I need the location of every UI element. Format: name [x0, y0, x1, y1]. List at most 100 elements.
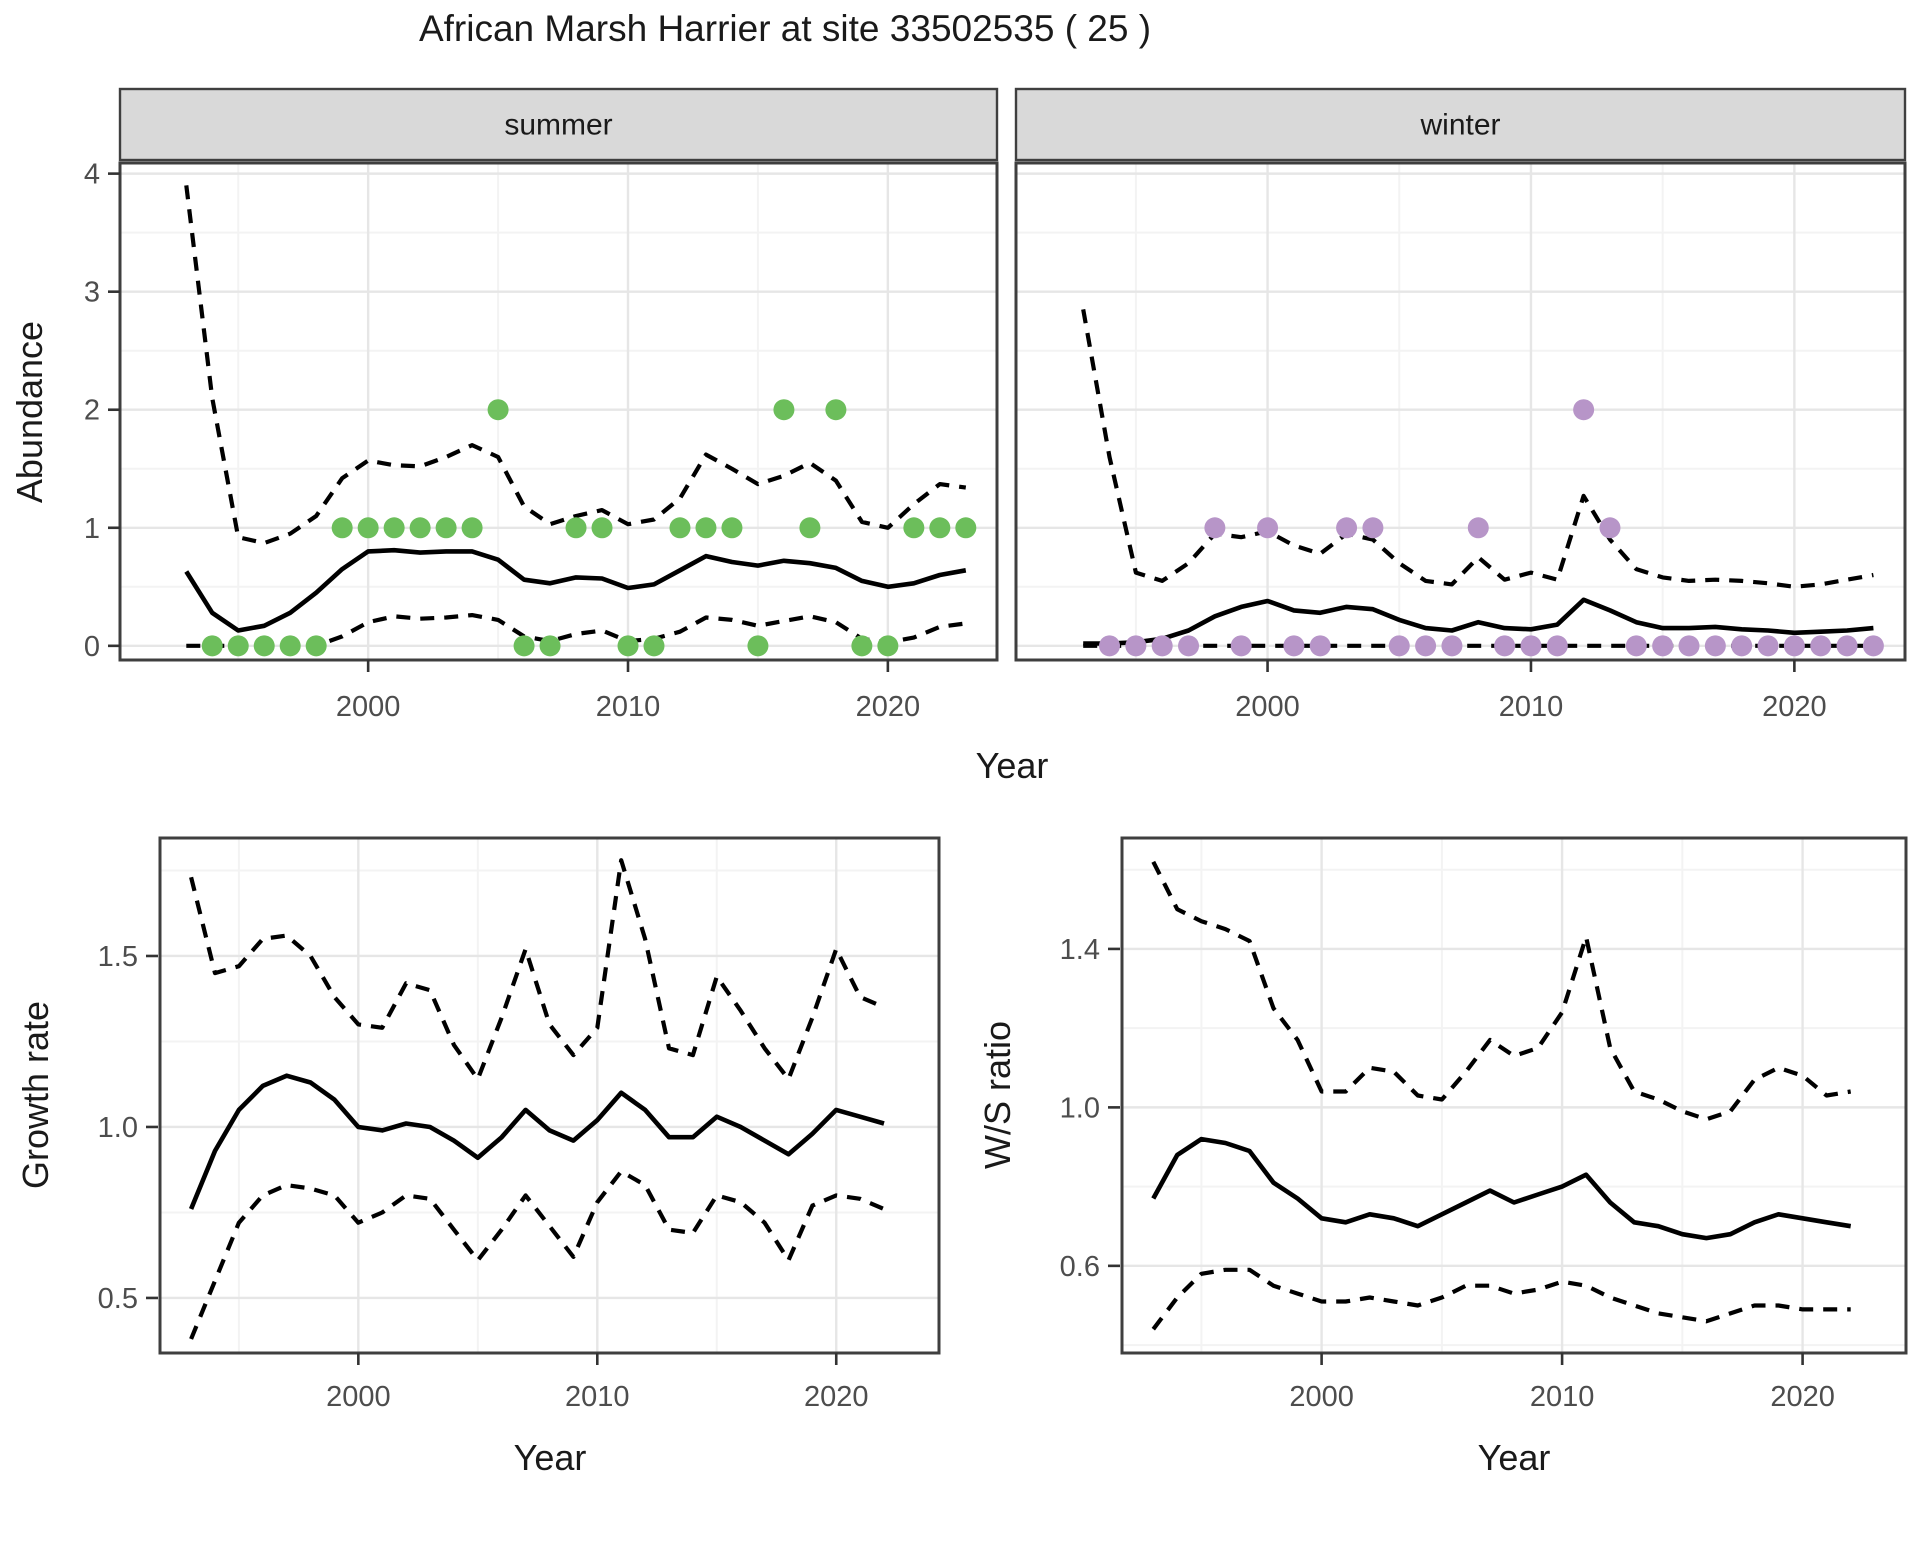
- x-axis-title-abundance: Year: [976, 745, 1049, 786]
- observation-point: [1573, 399, 1595, 421]
- observation-point: [435, 517, 457, 539]
- panel-ws-ratio: 2000 2010 2020 0.6 1.0 1.4: [1060, 836, 1908, 1413]
- observation-point: [1783, 635, 1805, 657]
- upper-ci-line: [184, 185, 967, 546]
- observation-point: [1204, 517, 1226, 539]
- observation-point: [1441, 635, 1463, 657]
- observation-point: [1467, 517, 1489, 539]
- observation-point: [253, 635, 275, 657]
- observation-point: [721, 517, 743, 539]
- facet-strip-label: winter: [1419, 109, 1500, 142]
- observation-point: [1230, 635, 1252, 657]
- upper-ci-line: [189, 858, 885, 1082]
- y-axis-title-ws-ratio: W/S ratio: [977, 1021, 1018, 1169]
- observation-point: [1757, 635, 1779, 657]
- y-axis-title-abundance: Abundance: [9, 321, 50, 503]
- observation-point: [1257, 517, 1279, 539]
- observation-point: [903, 517, 925, 539]
- lower-ci-line: [189, 1169, 885, 1340]
- observation-point: [1625, 635, 1647, 657]
- observation-point: [643, 635, 665, 657]
- x-tick-label: 2010: [596, 691, 661, 723]
- plot-title: African Marsh Harrier at site 33502535 (…: [418, 8, 1152, 49]
- x-axis-title-ws-ratio: Year: [1478, 1437, 1551, 1478]
- observation-point: [1599, 517, 1621, 539]
- observation-point: [799, 517, 821, 539]
- observation-point: [279, 635, 301, 657]
- observation-point: [1125, 635, 1147, 657]
- x-tick-label: 2020: [1770, 1381, 1835, 1413]
- mean-line: [184, 547, 967, 633]
- observation-point: [747, 635, 769, 657]
- observation-point: [1415, 635, 1437, 657]
- y-tick-label: 1.0: [1060, 1092, 1100, 1124]
- facet-strip: [1014, 87, 1907, 162]
- observation-point: [1836, 635, 1858, 657]
- observation-point: [1178, 635, 1200, 657]
- facet-strip-label: summer: [504, 109, 612, 142]
- x-tick-label: 2000: [1289, 1381, 1354, 1413]
- panel-growth-rate: 2000 2010 2020 0.5 1.0 1.5: [98, 836, 941, 1413]
- panel-abundance-summer: summer 2000 2010 2020 0 1 2 3 4: [84, 87, 999, 723]
- observation-point: [1678, 635, 1700, 657]
- y-tick-label: 4: [84, 159, 100, 191]
- observation-point: [929, 517, 951, 539]
- y-tick-label: 1.4: [1060, 934, 1100, 966]
- y-tick-label: 1.5: [98, 941, 138, 973]
- observation-point: [1520, 635, 1542, 657]
- x-tick-label: 2020: [1762, 691, 1827, 723]
- x-tick-label: 2010: [1530, 1381, 1595, 1413]
- observation-point: [1810, 635, 1832, 657]
- observation-point: [1283, 635, 1305, 657]
- observation-point: [487, 399, 509, 421]
- observation-point: [877, 635, 899, 657]
- x-tick-label: 2020: [856, 691, 921, 723]
- y-tick-label: 1.0: [98, 1112, 138, 1144]
- observation-point: [1388, 635, 1410, 657]
- observation-point: [591, 517, 613, 539]
- observation-point: [617, 635, 639, 657]
- observation-point: [383, 517, 405, 539]
- x-tick-label: 2010: [565, 1381, 630, 1413]
- y-tick-label: 0.5: [98, 1283, 138, 1315]
- observation-point: [1494, 635, 1516, 657]
- observation-point: [1309, 635, 1331, 657]
- y-axis-title-growth-rate: Growth rate: [15, 1001, 56, 1189]
- observation-point: [409, 517, 431, 539]
- observation-point: [513, 635, 535, 657]
- panel-abundance-winter: winter 2000 2010 2020: [1014, 87, 1907, 723]
- observation-point: [1151, 635, 1173, 657]
- y-tick-label: 3: [84, 277, 100, 309]
- mean-line: [188, 1073, 885, 1210]
- x-tick-label: 2000: [336, 691, 401, 723]
- observation-point: [1652, 635, 1674, 657]
- observation-point: [1362, 517, 1384, 539]
- observation-point: [539, 635, 561, 657]
- observation-point: [1704, 635, 1726, 657]
- observation-point: [227, 635, 249, 657]
- mean-line: [1151, 1136, 1852, 1241]
- x-axis-title-growth-rate: Year: [514, 1437, 587, 1478]
- y-tick-label: 0.6: [1060, 1251, 1100, 1283]
- x-tick-label: 2010: [1499, 691, 1564, 723]
- observation-point: [305, 635, 327, 657]
- observation-point: [851, 635, 873, 657]
- observation-point: [669, 517, 691, 539]
- y-tick-label: 0: [84, 631, 100, 663]
- mean-line: [1083, 597, 1874, 646]
- observation-point: [695, 517, 717, 539]
- observation-point: [1099, 635, 1121, 657]
- observation-point: [1546, 635, 1568, 657]
- observation-point: [1862, 635, 1884, 657]
- observation-point: [331, 517, 353, 539]
- observation-point: [565, 517, 587, 539]
- y-tick-label: 2: [84, 395, 100, 427]
- facet-strip: [118, 87, 999, 162]
- x-tick-label: 2000: [1235, 691, 1300, 723]
- observation-point: [357, 517, 379, 539]
- upper-ci-line: [1151, 860, 1852, 1122]
- observation-point: [1336, 517, 1358, 539]
- observation-point: [201, 635, 223, 657]
